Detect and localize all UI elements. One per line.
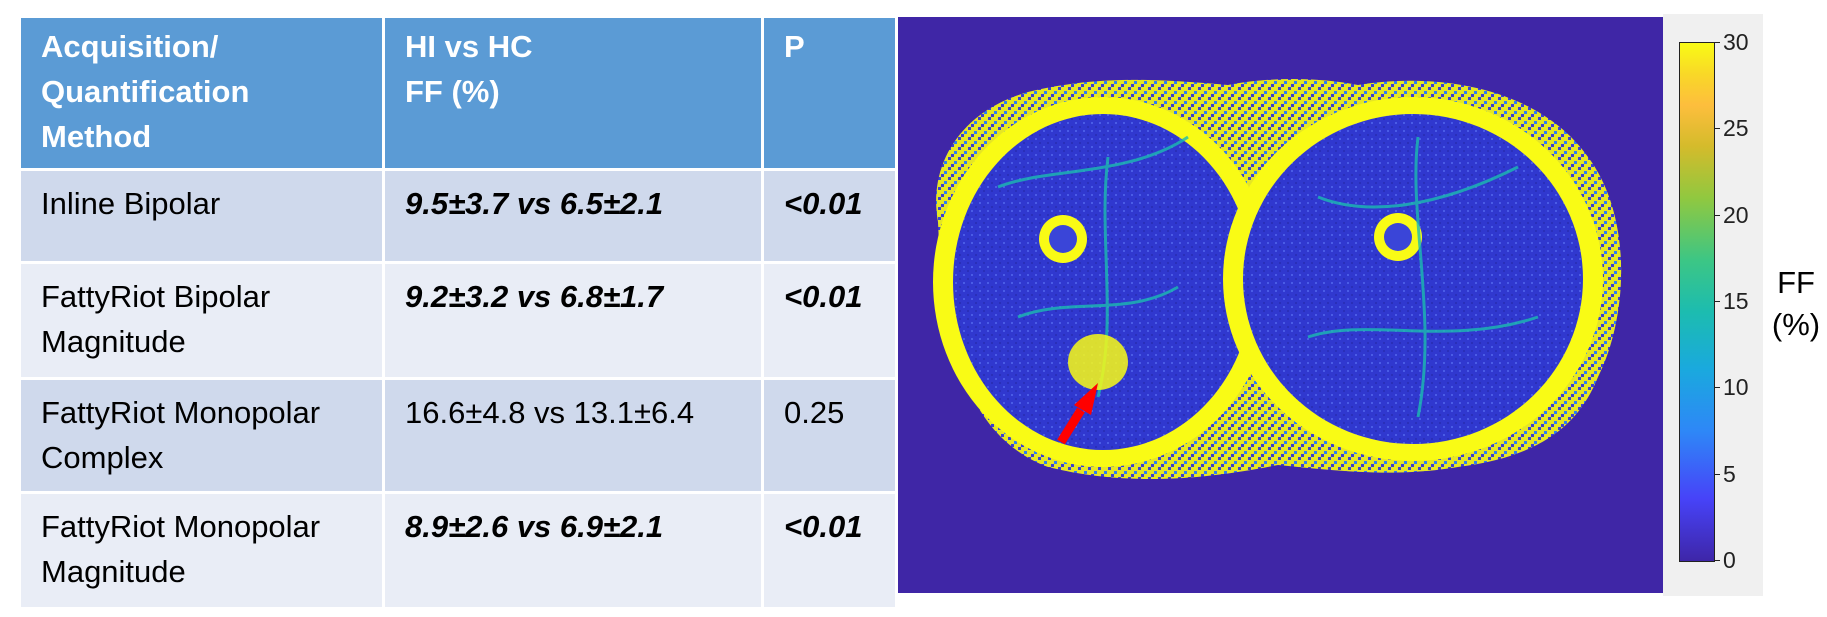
table-row: FattyRiot Monopolar Complex 16.6±4.8 vs … [18, 377, 898, 494]
colorbar-tick-label: 10 [1723, 374, 1749, 401]
colorbar-tick [1714, 473, 1720, 475]
header-method: Acquisition/ Quantification Method [18, 15, 385, 171]
cell-ff: 8.9±2.6 vs 6.9±2.1 [382, 491, 764, 610]
cell-method-line1: FattyRiot Monopolar [41, 395, 321, 430]
header-ff-line2: FF (%) [405, 74, 500, 109]
cell-p: <0.01 [761, 168, 898, 264]
left-thigh-muscle [953, 114, 1253, 450]
colorbar-tick-label: 25 [1723, 115, 1749, 142]
colorbar-tick-label: 30 [1723, 29, 1749, 55]
colorbar-tick-label: 0 [1723, 547, 1736, 573]
cell-p: <0.01 [761, 491, 898, 610]
cell-method-line1: FattyRiot Monopolar [41, 509, 321, 544]
cell-ff: 9.5±3.7 vs 6.5±2.1 [382, 168, 764, 264]
header-p-label: P [784, 29, 805, 64]
results-table: Acquisition/ Quantification Method HI vs… [18, 15, 898, 610]
header-method-line2: Quantification [41, 74, 250, 109]
colorbar-tick [1714, 387, 1720, 389]
colorbar-tick-label: 15 [1723, 288, 1749, 314]
colorbar-tick [1714, 42, 1720, 43]
cell-method: FattyRiot Monopolar Magnitude [18, 491, 385, 610]
table-header-row: Acquisition/ Quantification Method HI vs… [18, 15, 898, 171]
cell-method-line2: Complex [41, 440, 164, 475]
cell-ff: 9.2±3.2 vs 6.8±1.7 [382, 261, 764, 380]
colorbar-tick-label: 5 [1723, 460, 1736, 487]
cell-method: Inline Bipolar [18, 168, 385, 264]
mri-fat-fraction-map [898, 17, 1663, 593]
colorbar-tick-label: 20 [1723, 201, 1749, 228]
fascia-lines [997, 135, 1539, 418]
table-row: FattyRiot Bipolar Magnitude 9.2±3.2 vs 6… [18, 261, 898, 380]
colorbar-tick [1714, 301, 1720, 302]
cell-method: FattyRiot Bipolar Magnitude [18, 261, 385, 380]
cell-p: <0.01 [761, 261, 898, 380]
cell-method-line2: Magnitude [41, 554, 186, 589]
right-femur-marrow [1384, 223, 1412, 251]
colorbar-title-line2: (%) [1771, 307, 1821, 342]
colorbar-tick [1714, 560, 1720, 561]
cell-method-line1: Inline Bipolar [41, 186, 221, 221]
cell-method-line1: FattyRiot Bipolar [41, 279, 271, 314]
table-row: Inline Bipolar 9.5±3.7 vs 6.5±2.1 <0.01 [18, 168, 898, 264]
left-femur-marrow [1049, 225, 1077, 253]
header-ff-line1: HI vs HC [405, 29, 533, 64]
colorbar-title: FF (%) [1765, 262, 1827, 346]
cell-p: 0.25 [761, 377, 898, 494]
colorbar-tick [1714, 214, 1720, 216]
colorbar-title-line1: FF [1777, 265, 1815, 300]
red-arrow [1057, 383, 1098, 445]
header-method-line3: Method [41, 119, 152, 154]
right-thigh-muscle [1243, 114, 1583, 444]
header-p: P [761, 15, 898, 171]
cell-method: FattyRiot Monopolar Complex [18, 377, 385, 494]
fatty-infiltration [1068, 334, 1128, 390]
colorbar [1679, 42, 1715, 562]
table-row: FattyRiot Monopolar Magnitude 8.9±2.6 vs… [18, 491, 898, 610]
cell-ff: 16.6±4.8 vs 13.1±6.4 [382, 377, 764, 494]
colorbar-tick [1714, 128, 1720, 130]
header-ff: HI vs HC FF (%) [382, 15, 764, 171]
header-method-line1: Acquisition/ [41, 29, 219, 64]
cell-method-line2: Magnitude [41, 324, 186, 359]
